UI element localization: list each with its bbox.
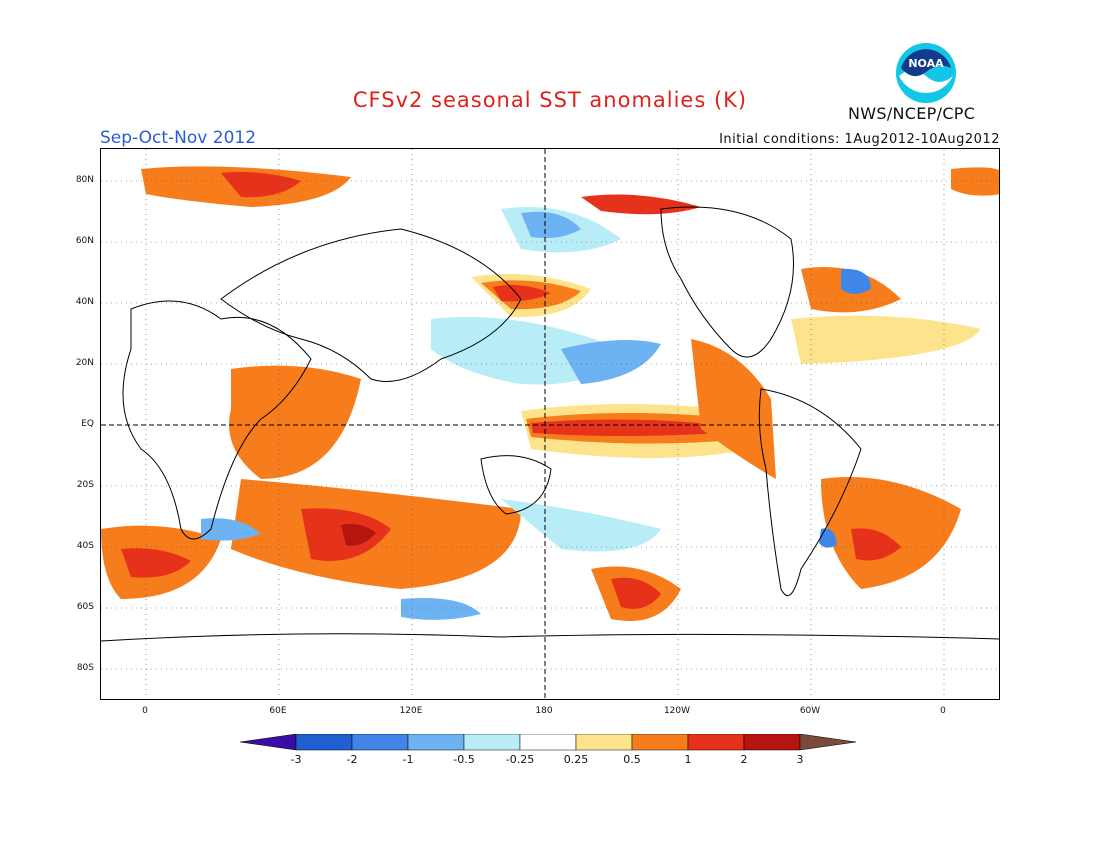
continent-outlines xyxy=(101,206,999,642)
colorbar-tick-label: -1 xyxy=(402,753,414,766)
agency-label: NWS/NCEP/CPC xyxy=(848,104,976,123)
chart-title: CFSv2 seasonal SST anomalies (K) xyxy=(352,88,748,112)
colorbar-max-triangle xyxy=(799,734,857,751)
colorbar-tick-label: -0.5 xyxy=(453,753,475,766)
colorbar-tick-label: 0.5 xyxy=(623,753,641,766)
colorbar-box xyxy=(351,734,409,751)
lat-label: 80N xyxy=(75,175,94,185)
colorbar-box xyxy=(519,734,577,751)
colorbar xyxy=(240,734,857,751)
colorbar-tick-label: 0.25 xyxy=(563,753,589,766)
lat-label: 40N xyxy=(75,297,94,307)
colorbar-tick-label: -0.25 xyxy=(505,753,535,766)
season-label: Sep-Oct-Nov 2012 xyxy=(100,128,257,148)
colorbar-box xyxy=(463,734,521,751)
colorbar-tick-label: 3 xyxy=(796,753,804,766)
lat-label: EQ xyxy=(81,419,94,429)
colorbar-box xyxy=(687,734,745,751)
initial-conditions-label: Initial conditions: 1Aug2012-10Aug2012 xyxy=(719,132,1000,147)
lon-label: 180 xyxy=(535,706,553,716)
noaa-logo-icon: NOAA xyxy=(896,43,956,103)
lon-label: 60E xyxy=(269,706,287,716)
cool-anomaly-regions xyxy=(201,207,871,620)
lat-label: 80S xyxy=(76,663,94,673)
colorbar-min-triangle xyxy=(240,734,297,751)
lat-label: 60S xyxy=(76,602,94,612)
lon-label: 0 xyxy=(940,706,946,716)
colorbar-tick-label: 1 xyxy=(684,753,692,766)
colorbar-tick-label: 2 xyxy=(740,753,748,766)
lon-label: 120W xyxy=(663,706,691,716)
colorbar-box xyxy=(407,734,465,751)
equator-and-dateline xyxy=(101,149,999,699)
colorbar-box xyxy=(743,734,801,751)
colorbar-box xyxy=(295,734,353,751)
lat-label: 40S xyxy=(76,541,94,551)
sst-anomaly-map xyxy=(100,148,1000,700)
graticule xyxy=(101,149,999,699)
colorbar-tick-label: -3 xyxy=(290,753,302,766)
lat-label: 20S xyxy=(76,480,94,490)
lat-label: 20N xyxy=(75,358,94,368)
lon-label: 0 xyxy=(142,706,148,716)
lon-label: 60W xyxy=(799,706,821,716)
map-canvas xyxy=(101,149,999,699)
svg-text:NOAA: NOAA xyxy=(908,57,944,70)
colorbar-box xyxy=(631,734,689,751)
warm-anomaly-regions xyxy=(101,166,999,621)
lon-label: 120E xyxy=(399,706,423,716)
colorbar-tick-label: -2 xyxy=(346,753,358,766)
lat-label: 60N xyxy=(75,236,94,246)
colorbar-box xyxy=(575,734,633,751)
